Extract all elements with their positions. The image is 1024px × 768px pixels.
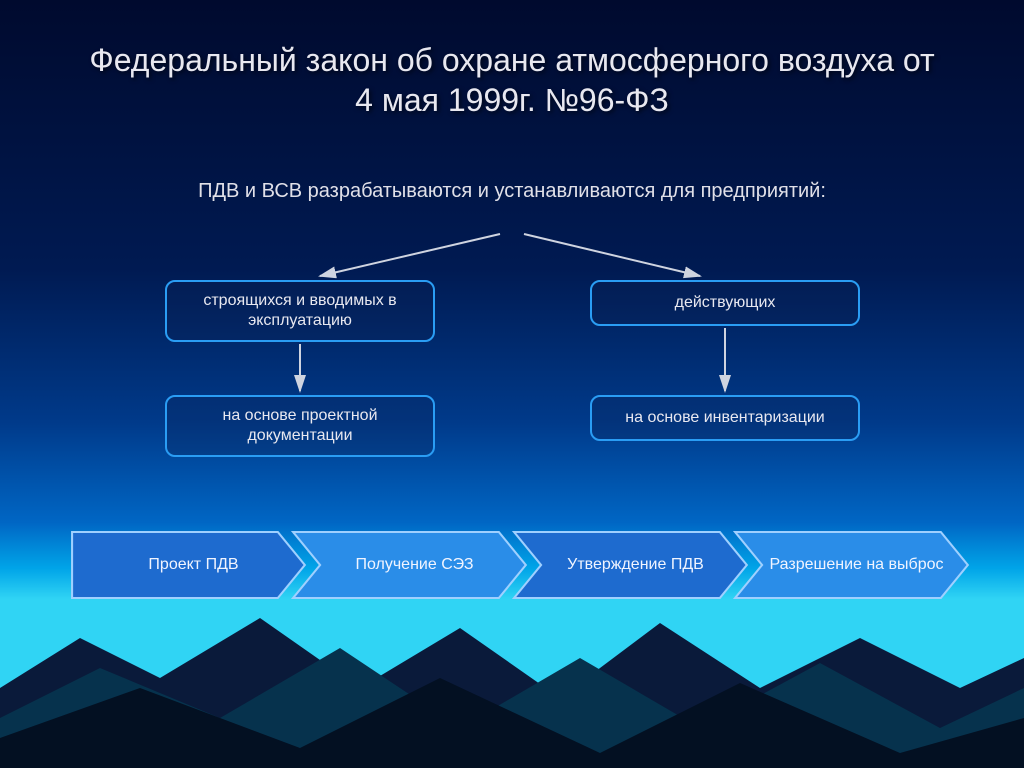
slide-title: Федеральный закон об охране атмосферного… [0, 40, 1024, 120]
slide-subtitle: ПДВ и ВСВ разрабатываются и устанавливаю… [0, 178, 1024, 204]
node-project-docs: на основе проектной документации [165, 395, 435, 457]
node-new-construction: строящихся и вводимых в эксплуатацию [165, 280, 435, 342]
chevron-step-1: Проект ПДВ [70, 530, 309, 600]
chevron-label: Разрешение на выброс [770, 555, 944, 574]
node-existing: действующих [590, 280, 860, 326]
chevron-label: Проект ПДВ [148, 555, 238, 574]
node-inventory: на основе инвентаризации [590, 395, 860, 441]
chevron-step-2: Получение СЭЗ [291, 530, 530, 600]
chevron-label: Утверждение ПДВ [567, 555, 704, 574]
chevron-step-4: Разрешение на выброс [733, 530, 972, 600]
chevron-label: Получение СЭЗ [355, 555, 473, 574]
process-chevrons: Проект ПДВ Получение СЭЗ Утверждение ПДВ… [70, 530, 954, 610]
chevron-step-3: Утверждение ПДВ [512, 530, 751, 600]
